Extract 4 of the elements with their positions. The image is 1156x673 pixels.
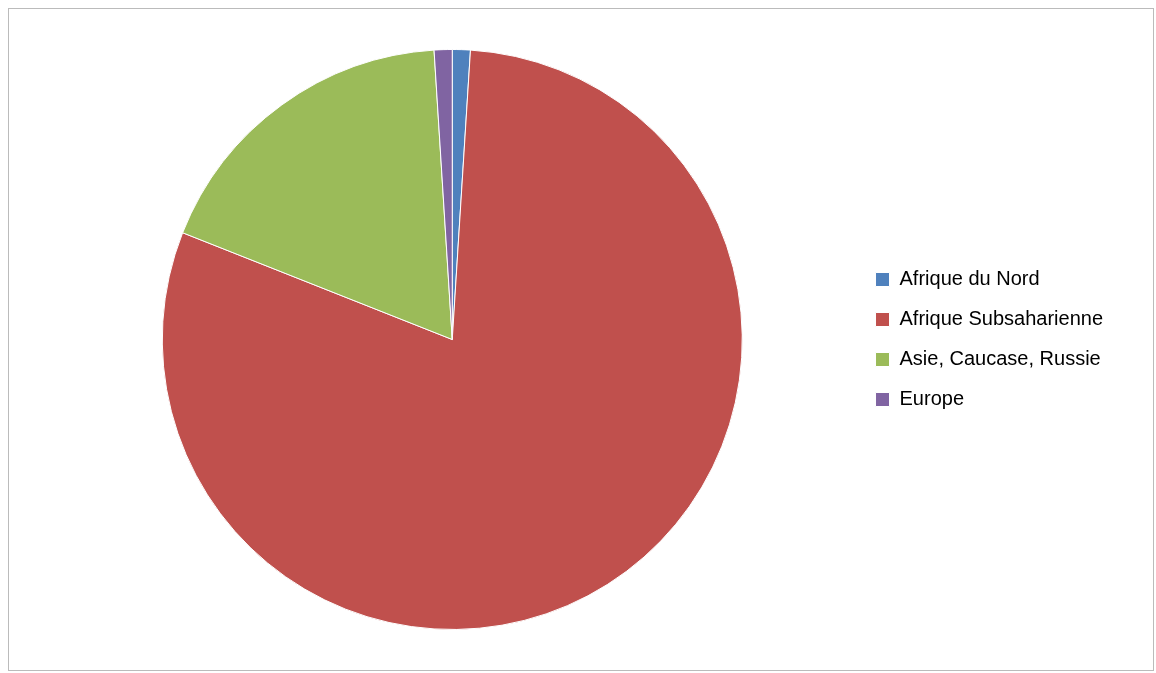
- legend-label: Asie, Caucase, Russie: [899, 347, 1101, 370]
- legend-label: Europe: [899, 387, 965, 410]
- legend-label: Afrique Subsaharienne: [899, 307, 1104, 330]
- legend-label: Afrique du Nord: [899, 267, 1040, 290]
